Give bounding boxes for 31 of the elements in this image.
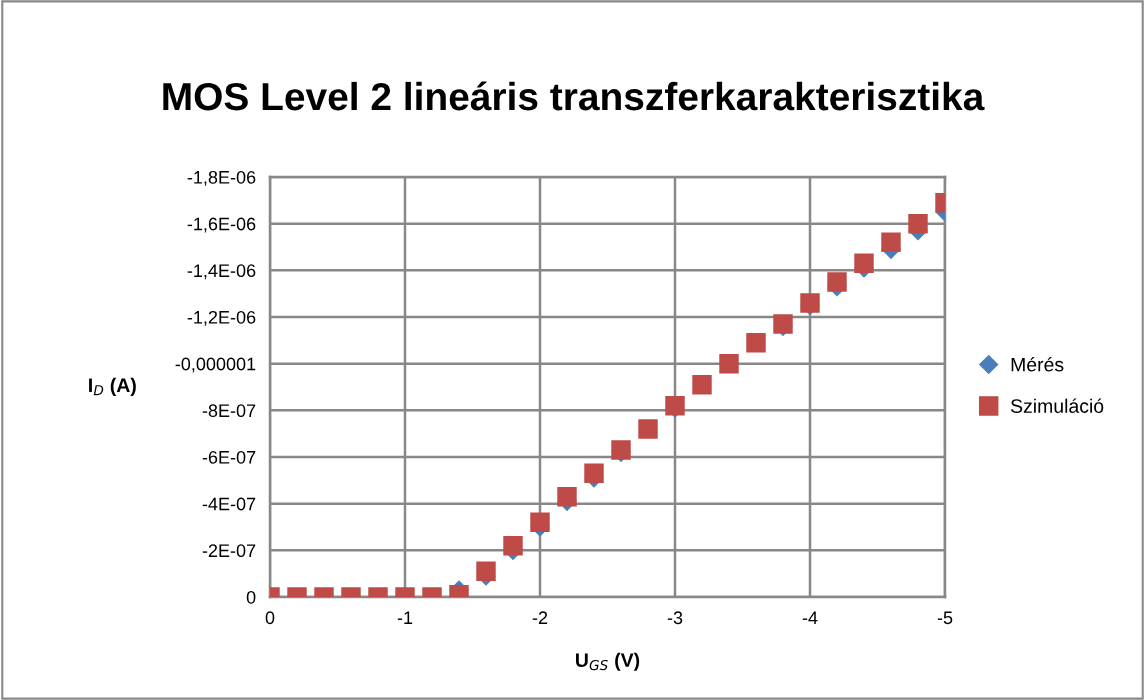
y-tick-label: -6E-07 (202, 450, 256, 464)
x-tick-label: -4 (802, 611, 818, 624)
legend-label: Mérés (1011, 356, 1064, 372)
chart-title: MOS Level 2 lineáris transzferkarakterisztika (163, 81, 985, 111)
point (692, 374, 712, 395)
y-tick-label: -1,6E-06 (187, 217, 256, 233)
y-tick-label: -2E-07 (202, 544, 256, 558)
y-tick-label: -1,2E-06 (187, 310, 256, 326)
point (638, 419, 658, 439)
point (827, 272, 847, 292)
x-axis-title: U$_{GS}$ (V) (576, 652, 640, 671)
y-axis-title: I$_{D}$ (A) (89, 377, 136, 396)
point (746, 332, 766, 353)
point (503, 535, 523, 556)
point (719, 353, 739, 374)
point (557, 486, 577, 507)
x-tick-label: -1 (397, 611, 413, 624)
point (476, 561, 496, 582)
x-tick-label: 0 (265, 611, 275, 625)
legend-label: Szimuláció (1010, 398, 1104, 413)
y-tick-label: -1,8E-06 (187, 170, 256, 186)
y-tick-label: -4E-07 (202, 497, 256, 511)
y-tick-label: -8E-07 (202, 404, 256, 418)
point (881, 232, 901, 253)
y-tick-label: 0 (246, 590, 256, 604)
x-tick-label: -2 (532, 611, 548, 624)
y-tick-label: -0,000001 (175, 357, 256, 373)
x-tick-label: -3 (667, 611, 683, 625)
x-tick-label: -5 (937, 611, 953, 625)
y-tick-label: -1,4E-06 (187, 264, 256, 280)
point (908, 213, 928, 234)
